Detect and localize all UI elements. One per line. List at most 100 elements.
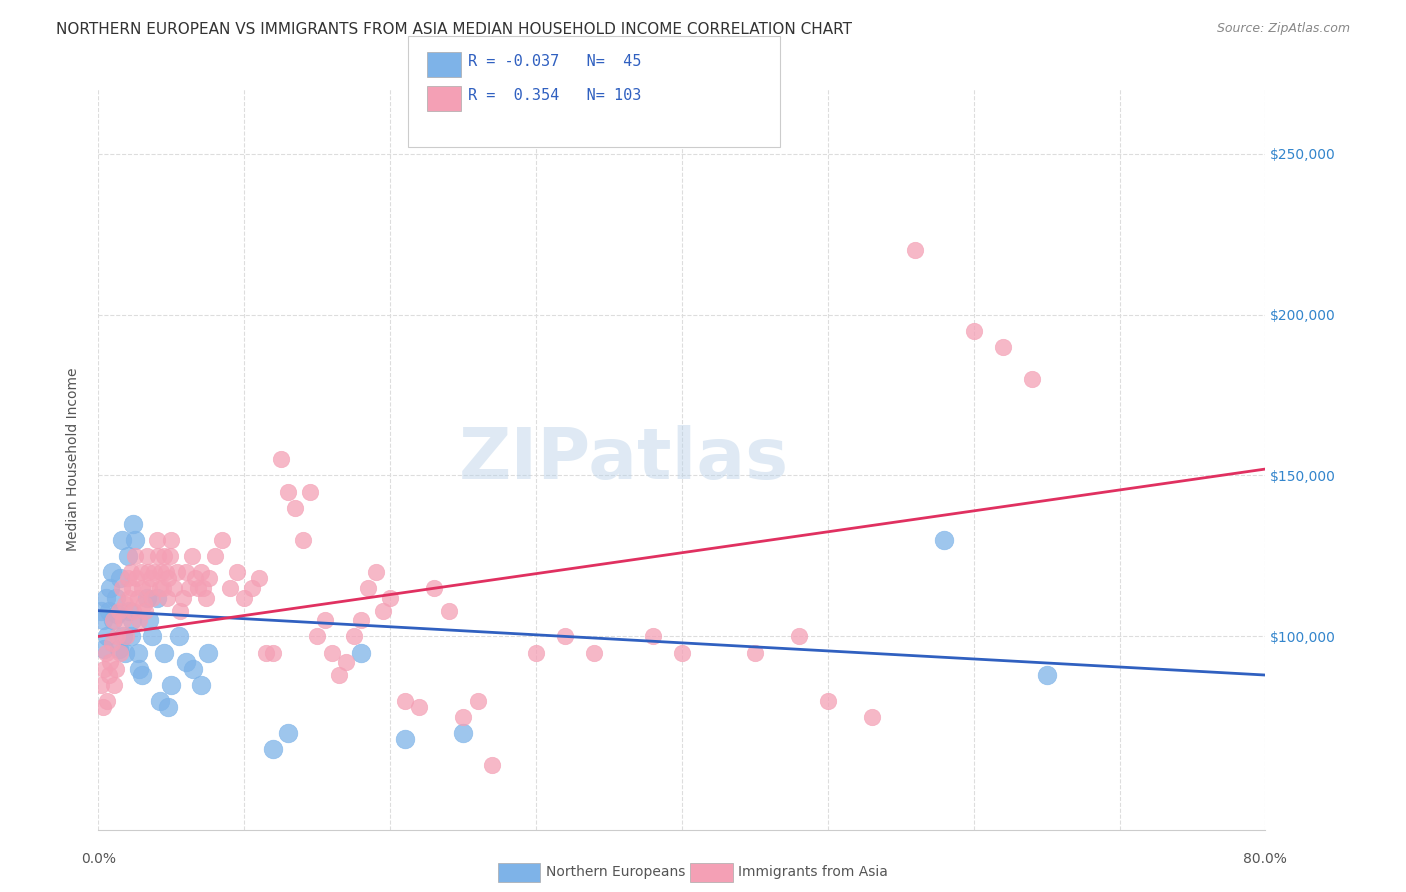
Point bbox=[262, 646, 284, 660]
Point bbox=[135, 591, 157, 605]
Point bbox=[277, 484, 299, 499]
Point bbox=[112, 613, 135, 627]
Point bbox=[211, 533, 233, 547]
Point bbox=[159, 549, 181, 563]
Point bbox=[177, 581, 200, 595]
Point bbox=[180, 549, 202, 563]
Point bbox=[371, 604, 394, 618]
Point bbox=[146, 591, 169, 605]
Point bbox=[139, 572, 162, 586]
Point bbox=[110, 572, 132, 586]
Point bbox=[90, 678, 112, 692]
Point bbox=[357, 581, 380, 595]
Point bbox=[125, 572, 148, 586]
Point bbox=[128, 613, 150, 627]
Point bbox=[364, 565, 387, 579]
Point bbox=[904, 243, 927, 257]
Point bbox=[91, 613, 114, 627]
Point bbox=[860, 710, 883, 724]
Point bbox=[451, 710, 474, 724]
Text: Immigrants from Asia: Immigrants from Asia bbox=[738, 865, 889, 880]
Point bbox=[962, 324, 984, 338]
Text: Source: ZipAtlas.com: Source: ZipAtlas.com bbox=[1216, 22, 1350, 36]
Point bbox=[96, 629, 118, 643]
Point bbox=[138, 613, 160, 627]
Point bbox=[298, 484, 321, 499]
Point bbox=[181, 662, 204, 676]
Point bbox=[121, 613, 143, 627]
Point bbox=[195, 591, 218, 605]
Point bbox=[335, 655, 357, 669]
Point bbox=[156, 591, 179, 605]
Point bbox=[114, 646, 136, 660]
Point bbox=[153, 646, 176, 660]
Point bbox=[91, 700, 114, 714]
Point bbox=[744, 646, 766, 660]
Point bbox=[108, 604, 131, 618]
Point bbox=[148, 549, 170, 563]
Point bbox=[146, 533, 169, 547]
Point bbox=[135, 549, 157, 563]
Point bbox=[787, 629, 810, 643]
Text: NORTHERN EUROPEAN VS IMMIGRANTS FROM ASIA MEDIAN HOUSEHOLD INCOME CORRELATION CH: NORTHERN EUROPEAN VS IMMIGRANTS FROM ASI… bbox=[56, 22, 852, 37]
Point bbox=[100, 636, 122, 650]
Point bbox=[524, 646, 547, 660]
Point bbox=[394, 732, 416, 747]
Point bbox=[124, 533, 146, 547]
Point bbox=[247, 572, 270, 586]
Point bbox=[120, 565, 142, 579]
Point bbox=[128, 662, 150, 676]
Point bbox=[149, 581, 172, 595]
Point bbox=[120, 629, 142, 643]
Point bbox=[1021, 372, 1043, 386]
Point bbox=[193, 581, 215, 595]
Point bbox=[98, 581, 121, 595]
Point bbox=[134, 604, 156, 618]
Point bbox=[115, 629, 138, 643]
Point bbox=[103, 678, 125, 692]
Point bbox=[94, 591, 117, 605]
Point bbox=[583, 646, 606, 660]
Point bbox=[641, 629, 664, 643]
Point bbox=[105, 629, 128, 643]
Point bbox=[117, 549, 139, 563]
Point bbox=[817, 694, 839, 708]
Point bbox=[131, 581, 153, 595]
Point bbox=[408, 700, 430, 714]
Point bbox=[111, 533, 134, 547]
Point bbox=[174, 655, 197, 669]
Point bbox=[218, 581, 240, 595]
Point bbox=[343, 629, 366, 643]
Point bbox=[378, 591, 402, 605]
Point bbox=[481, 758, 503, 772]
Point bbox=[307, 629, 329, 643]
Point bbox=[157, 700, 180, 714]
Point bbox=[150, 565, 173, 579]
Point bbox=[101, 613, 124, 627]
Point bbox=[1035, 668, 1057, 682]
Point bbox=[93, 642, 115, 657]
Point bbox=[136, 565, 159, 579]
Point bbox=[350, 613, 373, 627]
Point bbox=[149, 694, 172, 708]
Text: 80.0%: 80.0% bbox=[1243, 852, 1288, 866]
Point bbox=[111, 581, 134, 595]
Point bbox=[423, 581, 446, 595]
Point bbox=[124, 549, 146, 563]
Point bbox=[138, 581, 160, 595]
Point bbox=[328, 668, 350, 682]
Point bbox=[131, 668, 153, 682]
Point bbox=[197, 646, 219, 660]
Point bbox=[437, 604, 460, 618]
Point bbox=[314, 613, 336, 627]
Point bbox=[108, 642, 131, 657]
Point bbox=[321, 646, 343, 660]
Point bbox=[132, 597, 155, 611]
Point bbox=[104, 662, 127, 676]
Point bbox=[110, 646, 132, 660]
Text: Northern Europeans: Northern Europeans bbox=[546, 865, 685, 880]
Point bbox=[190, 678, 212, 692]
Point bbox=[554, 629, 576, 643]
Point bbox=[141, 629, 163, 643]
Point bbox=[97, 668, 120, 682]
